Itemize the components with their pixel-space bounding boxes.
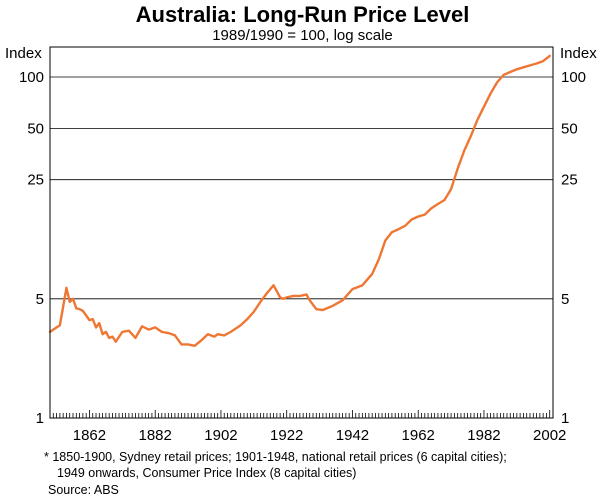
chart-subtitle: 1989/1990 = 100, log scale	[212, 27, 393, 44]
y-tick-label-right: 50	[561, 120, 578, 137]
y-tick-label-left: 5	[36, 291, 44, 308]
y-axis-unit-left: Index	[5, 45, 42, 62]
chart-title: Australia: Long-Run Price Level	[135, 2, 470, 27]
price-level-series-line	[48, 54, 551, 348]
x-tick-label: 1982	[467, 427, 500, 444]
y-tick-label-left: 100	[19, 69, 44, 86]
y-tick-label-right: 25	[561, 172, 578, 189]
x-tick-label: 1942	[336, 427, 369, 444]
x-tick-marks: 1862 1882 1902 1922 1942 1962 1982 2002	[49, 410, 566, 444]
footnote-line-2: 1949 onwards, Consumer Price Index (8 ca…	[57, 466, 357, 480]
y-tick-labels: 1 1 5 5 25 25 50 50 100 100	[19, 69, 586, 427]
x-tick-label: 1962	[402, 427, 435, 444]
x-tick-label: 2002	[533, 427, 566, 444]
y-tick-label-left: 25	[27, 172, 44, 189]
x-tick-label: 1902	[204, 427, 237, 444]
plot-frame	[49, 46, 554, 419]
x-tick-label: 1922	[270, 427, 303, 444]
footnote-line-1: * 1850-1900, Sydney retail prices; 1901-…	[44, 450, 507, 464]
y-tick-label-left: 1	[36, 410, 44, 427]
y-tick-label-right: 5	[561, 291, 569, 308]
x-tick-label: 1862	[73, 427, 106, 444]
source-note: Source: ABS	[48, 483, 119, 497]
y-tick-label-right: 1	[561, 410, 569, 427]
y-tick-label-right: 100	[561, 69, 586, 86]
x-tick-label: 1882	[139, 427, 172, 444]
y-axis-unit-right: Index	[560, 45, 597, 62]
grid-layer	[50, 76, 553, 300]
y-tick-label-left: 50	[27, 120, 44, 137]
